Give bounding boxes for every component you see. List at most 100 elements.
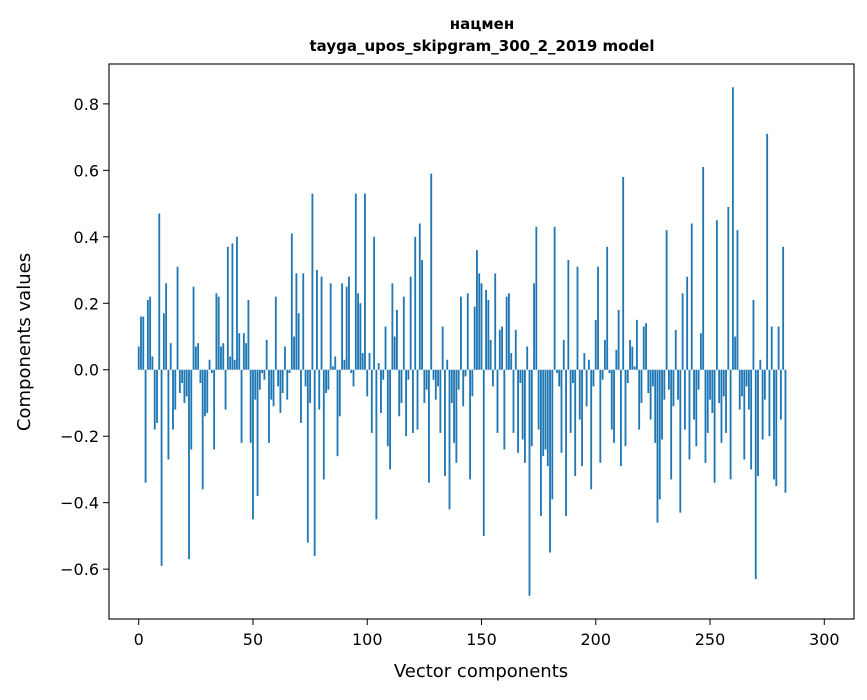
bar-56: [265, 339, 268, 370]
bar-26: [197, 343, 200, 370]
bar-119: [409, 276, 412, 370]
bar-89: [341, 283, 344, 370]
bar-102: [370, 369, 373, 433]
bar-144: [466, 293, 469, 370]
bar-173: [533, 283, 535, 370]
y-tick-label: 0.4: [74, 228, 99, 247]
bar-272: [759, 359, 762, 370]
y-tick-label: 0.6: [74, 161, 99, 180]
bar-154: [489, 339, 492, 370]
bar-43: [236, 236, 238, 370]
bar-129: [432, 369, 435, 380]
y-tick-label: 0.0: [74, 361, 99, 380]
bar-13: [167, 369, 170, 460]
bar-183: [556, 369, 558, 374]
bar-82: [325, 369, 328, 394]
bar-250: [709, 369, 711, 400]
bar-137: [450, 369, 453, 403]
bar-125: [423, 369, 426, 403]
bar-282: [782, 246, 785, 370]
bar-48: [247, 299, 250, 370]
bar-134: [444, 369, 446, 477]
bar-175: [537, 369, 540, 430]
bar-21: [185, 369, 188, 397]
x-tick-label: 250: [695, 630, 726, 649]
bar-258: [727, 206, 730, 370]
bar-116: [402, 296, 405, 370]
bar-257: [725, 369, 727, 433]
bar-103: [373, 236, 376, 370]
bar-54: [261, 369, 264, 374]
bar-83: [327, 369, 330, 390]
bar-236: [677, 369, 679, 400]
bar-107: [382, 369, 385, 380]
bar-226: [654, 369, 657, 443]
bar-52: [256, 369, 259, 497]
bar-40: [229, 356, 232, 370]
bar-44: [238, 333, 241, 370]
bar-266: [745, 369, 748, 387]
bar-221: [642, 326, 645, 370]
bar-109: [386, 369, 389, 447]
bar-122: [416, 369, 419, 430]
bar-188: [567, 260, 570, 370]
bar-186: [562, 339, 565, 370]
bar-105: [377, 363, 380, 370]
bar-36: [220, 346, 222, 370]
x-tick-label: 100: [352, 630, 383, 649]
bar-101: [368, 353, 371, 370]
bar-244: [695, 369, 698, 447]
bar-215: [629, 339, 631, 370]
bar-62: [279, 369, 282, 413]
bar-198: [590, 369, 593, 490]
bar-16: [174, 369, 177, 410]
y-tick-label: −0.4: [60, 494, 99, 513]
bar-17: [176, 266, 179, 370]
bar-234: [672, 369, 675, 407]
bar-280: [777, 326, 780, 370]
bar-49: [249, 369, 252, 443]
bar-178: [544, 369, 547, 450]
bar-114: [398, 369, 401, 417]
bar-131: [437, 369, 439, 387]
bar-64: [284, 346, 286, 370]
bar-140: [457, 369, 460, 390]
bar-252: [713, 369, 716, 483]
bar-1: [140, 316, 142, 370]
bar-211: [619, 369, 622, 467]
bar-271: [757, 369, 759, 477]
x-axis-label: Vector components: [394, 661, 568, 682]
bar-275: [766, 133, 769, 370]
bar-5: [149, 296, 152, 370]
bar-162: [508, 293, 510, 370]
bar-76: [311, 193, 314, 370]
bar-50: [252, 369, 254, 520]
bar-205: [606, 246, 609, 370]
bar-256: [722, 369, 725, 397]
bar-269: [752, 299, 755, 370]
bar-232: [667, 369, 670, 390]
bar-79: [318, 369, 321, 410]
bar-155: [492, 369, 494, 387]
bar-203: [601, 369, 604, 380]
bar-25: [194, 346, 197, 370]
bar-66: [288, 369, 291, 374]
bar-77: [313, 369, 316, 556]
bar-204: [603, 339, 606, 370]
bar-4: [146, 299, 149, 370]
bar-127: [428, 369, 430, 483]
bar-67: [290, 233, 293, 370]
bar-187: [565, 369, 567, 516]
bar-274: [763, 369, 766, 400]
bar-63: [281, 369, 284, 394]
bar-75: [309, 369, 312, 403]
plot-area-frame: [108, 63, 855, 620]
bar-132: [439, 369, 442, 433]
bar-167: [519, 369, 522, 384]
bar-45: [240, 369, 243, 443]
bar-69: [295, 273, 298, 370]
y-tick-label: 0.8: [74, 95, 99, 114]
chart-title: нацмен: [450, 15, 514, 33]
bar-242: [690, 223, 693, 370]
